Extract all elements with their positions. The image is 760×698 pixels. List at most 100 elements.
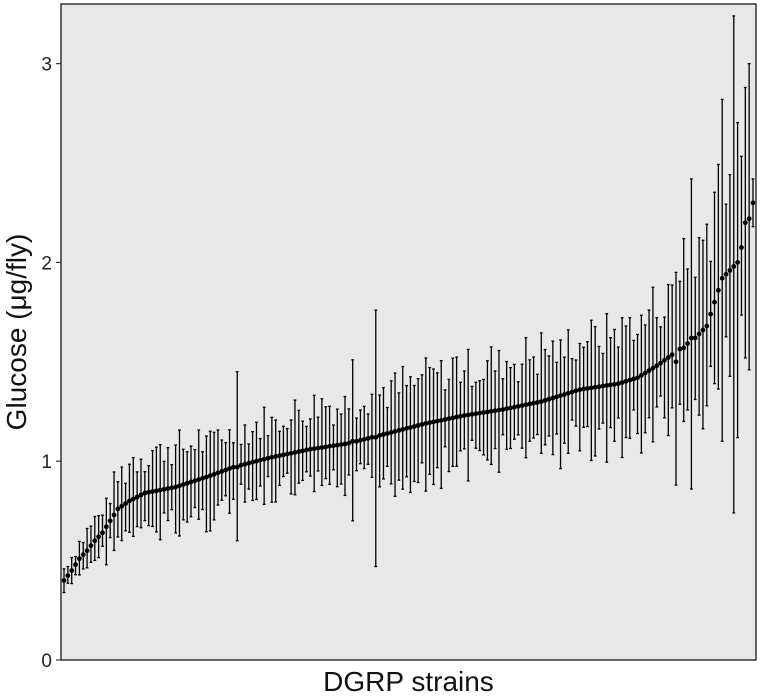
mean-point [211,471,217,477]
mean-point [250,459,256,465]
mean-point [473,411,479,417]
mean-point [300,448,306,454]
mean-point [727,267,733,273]
mean-point [80,552,86,558]
mean-point [188,479,194,485]
mean-point [750,200,756,206]
mean-point [342,441,348,447]
mean-point [207,473,213,479]
plot-border [60,3,757,661]
mean-point [485,409,490,415]
mean-point [527,401,533,407]
mean-point [461,413,467,418]
mean-point [384,430,390,436]
mean-point [638,372,644,378]
mean-point [177,483,182,489]
mean-point [377,432,383,438]
mean-point [438,417,444,423]
mean-point [550,395,556,401]
mean-point [400,427,406,432]
mean-point [689,335,694,341]
mean-point [588,385,594,391]
mean-point [408,425,413,430]
mean-point [288,450,294,456]
mean-point [257,457,263,463]
mean-point [334,442,340,448]
mean-point [165,486,171,491]
mean-point [561,392,567,397]
mean-point [223,467,229,473]
mean-point [434,418,440,424]
mean-point [173,484,179,490]
mean-point [519,403,525,408]
mean-point [454,414,460,420]
mean-point [731,264,737,269]
mean-point [446,416,452,422]
mean-point [130,496,136,502]
mean-point [681,345,687,351]
mean-point [496,407,502,413]
mean-point [123,501,128,507]
mean-point [327,443,332,449]
mean-point [307,446,313,452]
mean-point [361,436,367,442]
mean-point [719,275,725,281]
mean-point [238,462,244,468]
mean-point [146,489,152,495]
y-tick-label: 0 [41,651,52,672]
mean-point [65,573,71,578]
mean-point [742,220,748,226]
mean-point [219,469,225,474]
mean-point [134,494,140,500]
mean-point [465,412,471,418]
mean-point [508,405,513,411]
mean-point [127,498,132,504]
mean-point [227,466,232,471]
error-bars [62,15,755,594]
mean-point [346,440,352,446]
y-axis-ticks: 0 1 2 3 [41,55,61,672]
mean-point [119,503,125,509]
mean-point [511,404,517,410]
mean-point [69,568,75,573]
mean-point [157,487,163,493]
mean-point [73,562,78,567]
mean-point [292,450,298,455]
mean-point [592,384,598,390]
mean-point [692,335,698,341]
mean-point [442,417,448,422]
mean-point [281,452,286,458]
mean-point [323,444,329,450]
mean-point [685,341,690,346]
mean-point [215,470,221,476]
mean-point [184,480,190,486]
mean-point [365,435,371,441]
mean-point [369,434,375,440]
mean-point [569,389,575,395]
y-tick-label: 2 [41,253,52,274]
mean-point [319,445,325,450]
mean-points [61,200,756,583]
y-axis-title: Glucose (μg/fly) [1,234,32,431]
mean-point [542,397,548,403]
mean-point [581,386,587,392]
mean-point [196,477,202,482]
mean-point [458,413,463,419]
mean-point [169,485,175,491]
y-tick-label: 1 [41,452,52,473]
mean-point [450,415,456,421]
mean-point [635,375,640,381]
mean-point [708,311,714,317]
mean-point [261,456,267,462]
mean-point [492,408,498,414]
mean-point [180,482,186,487]
mean-point [230,464,236,470]
mean-point [234,464,240,470]
mean-point [142,490,148,496]
mean-point [100,530,105,536]
mean-point [500,407,506,412]
mean-point [411,424,417,429]
mean-point [619,380,625,385]
mean-point [192,478,198,484]
mean-point [665,355,671,360]
